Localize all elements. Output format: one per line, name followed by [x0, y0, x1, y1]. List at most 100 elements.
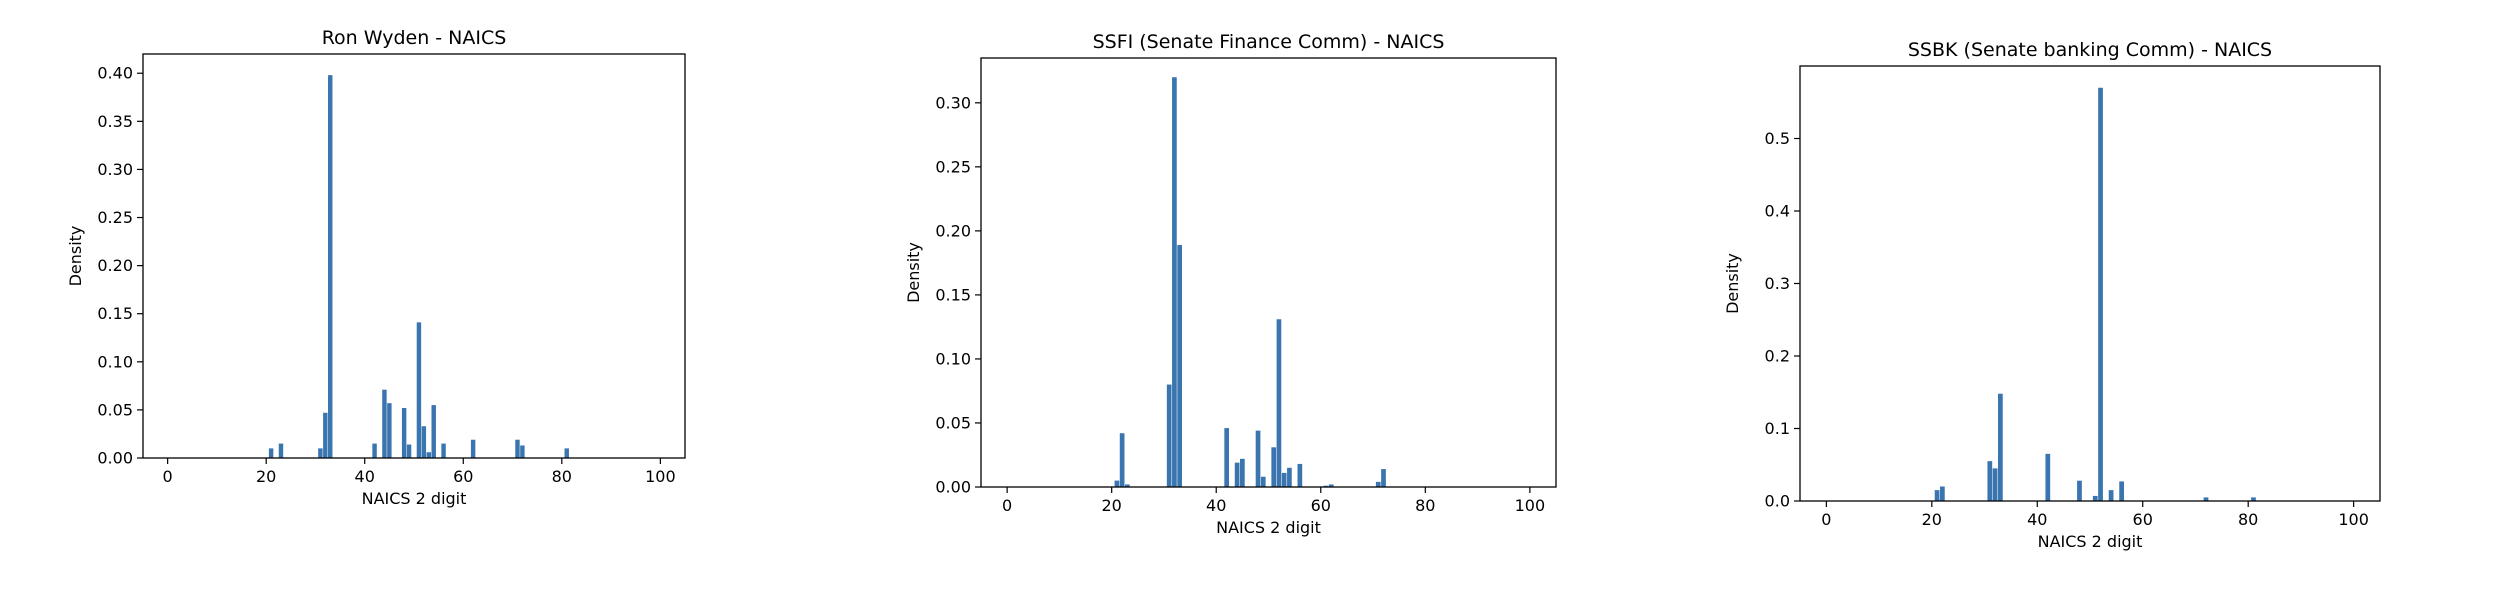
bar [401, 407, 407, 458]
bar [318, 448, 323, 458]
y-tick-label: 0.35 [97, 112, 133, 131]
y-tick-label: 0.3 [1765, 274, 1790, 293]
bar [1255, 430, 1261, 487]
x-tick-label: 80 [2238, 510, 2258, 529]
y-tick-label: 0.1 [1765, 419, 1790, 438]
x-tick-label: 20 [1922, 510, 1942, 529]
bar [372, 443, 377, 458]
bar [1997, 393, 2003, 501]
chart-3: 0 20 40 60 80 100 0.0 0.1 0.2 0.3 0.4 0.5 SSBK (Sena… [1723, 39, 2381, 551]
x-axis-label: NAICS 2 digit [1216, 518, 1321, 537]
bar [2108, 490, 2114, 502]
y-tick-label: 0.25 [935, 157, 971, 176]
y-tick-label: 0.40 [97, 64, 133, 83]
x-tick-label: 100 [2338, 510, 2369, 529]
bar [268, 448, 274, 458]
bar [328, 75, 333, 458]
bar [1328, 484, 1334, 487]
bar [2077, 480, 2082, 501]
bar [1297, 463, 1303, 487]
bar [2045, 453, 2051, 502]
y-tick-label: 0.30 [935, 93, 971, 112]
chart-1: 0 20 40 60 80 100 0.00 0.05 0.10 0.15 0.20 0.25 0.30… [66, 27, 686, 508]
x-tick-label: 0 [1821, 510, 1831, 529]
bar [1934, 490, 1940, 502]
x-tick-label: 40 [1206, 496, 1226, 515]
bar [323, 412, 328, 458]
bar [1125, 484, 1130, 487]
y-tick-label: 0.05 [97, 400, 133, 419]
bar [406, 444, 412, 458]
x-tick-label: 60 [1311, 496, 1331, 515]
y-tick-label: 0.20 [935, 221, 971, 240]
bar [1224, 428, 1230, 487]
x-tick-label: 60 [2133, 510, 2153, 529]
bar [1939, 486, 1945, 501]
bar [2119, 481, 2125, 501]
bar [1276, 319, 1282, 487]
bar [382, 389, 387, 458]
bar [1287, 467, 1292, 487]
bar [564, 448, 569, 458]
bar [2251, 497, 2256, 502]
bar [1271, 447, 1277, 487]
x-tick-label: 60 [453, 467, 473, 486]
chart-title: SSBK (Senate banking Comm) - NAICS [1908, 39, 2272, 61]
bar [515, 439, 520, 458]
x-tick-label: 100 [1515, 496, 1546, 515]
x-axis-label: NAICS 2 digit [362, 489, 467, 508]
y-axis-label: Density [904, 242, 923, 303]
bar [1172, 77, 1177, 488]
bar [1992, 468, 1998, 502]
bar [1234, 462, 1240, 487]
y-axis-label: Density [66, 226, 85, 287]
x-tick-label: 40 [2027, 510, 2047, 529]
plot-frame [980, 57, 1557, 488]
plot-frame [142, 53, 686, 459]
chart-2: 0 20 40 60 80 100 0.00 0.05 0.10 0.15 0.20 0.25 0.30… [904, 31, 1557, 537]
x-tick-label: 0 [163, 467, 173, 486]
x-tick-label: 100 [645, 467, 676, 486]
plot-frame [1799, 65, 2381, 502]
y-tick-label: 0.10 [97, 352, 133, 371]
y-tick-label: 0.00 [935, 478, 971, 497]
y-tick-label: 0.5 [1765, 129, 1790, 148]
chart-title: Ron Wyden - NAICS [322, 27, 507, 49]
bar [2092, 495, 2098, 501]
bar [470, 439, 476, 458]
chart-title: SSFI (Senate Finance Comm) - NAICS [1093, 31, 1445, 53]
y-axis-label: Density [1723, 253, 1742, 314]
y-tick-label: 0.15 [97, 304, 133, 323]
bar [1114, 480, 1120, 487]
bar [2098, 87, 2103, 501]
y-tick-label: 0.0 [1765, 492, 1790, 511]
bar [1987, 461, 1993, 502]
bar [426, 452, 431, 458]
y-tick-label: 0.25 [97, 208, 133, 227]
bar [416, 322, 422, 458]
y-tick-label: 0.05 [935, 413, 971, 432]
x-tick-label: 20 [256, 467, 276, 486]
bar [1260, 476, 1266, 487]
x-tick-label: 0 [1002, 496, 1012, 515]
bar [1381, 469, 1386, 487]
x-tick-label: 40 [355, 467, 375, 486]
y-tick-label: 0.20 [97, 256, 133, 275]
x-tick-label: 80 [552, 467, 572, 486]
y-tick-label: 0.00 [97, 449, 133, 468]
bar [520, 445, 525, 458]
bar [1166, 384, 1172, 487]
bar [1177, 244, 1182, 487]
bar [431, 405, 436, 458]
y-tick-label: 0.2 [1765, 347, 1790, 366]
x-axis-label: NAICS 2 digit [2038, 532, 2143, 551]
bar [1240, 458, 1245, 487]
y-tick-label: 0.15 [935, 285, 971, 304]
bar [1375, 481, 1381, 487]
bar [2203, 497, 2209, 502]
y-tick-label: 0.4 [1765, 202, 1790, 221]
y-tick-label: 0.30 [97, 160, 133, 179]
bar [387, 403, 392, 458]
y-tick-label: 0.10 [935, 349, 971, 368]
